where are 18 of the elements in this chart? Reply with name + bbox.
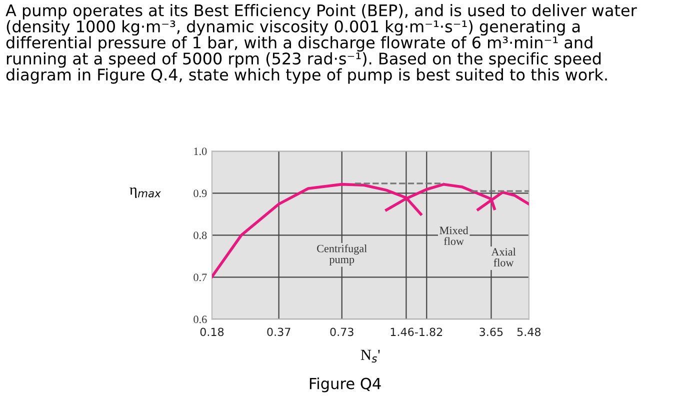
annotation: Mixed flow — [440, 226, 468, 246]
caption: Figure Q4 — [310, 377, 381, 392]
chart-title: A pump operates at its Best Efficiency Point (BEP), and is used to deliver water (density 1000 kg·m⁻³, dynamic viscosity 0.001 kg·m⁻¹·s⁻¹) generating a differential pressure of 1 bar, with a discharge flowrate of 6 m³·min⁻¹ and running at a speed of 5000 rpm (523 rad·s⁻¹). Based on the specific speed diagram in Figure Q.4, state which type of pump is best suited to this work. — [6, 4, 637, 84]
y-axis-title: η$_{max}$ — [130, 187, 161, 198]
annotation: Centrifugal pump — [317, 244, 367, 266]
x-tick-label: 0.37 — [267, 328, 290, 336]
x-axis-title: N$_{s}$' — [360, 350, 380, 363]
y-tick-label: 0.9 — [194, 190, 207, 198]
y-tick-label: 0.6 — [194, 316, 207, 324]
x-tick-label: 0.18 — [200, 328, 224, 336]
annotation: Axial flow — [491, 248, 516, 266]
y-tick-label: 1.0 — [194, 148, 207, 156]
x-tick-label: 3.65 — [480, 328, 503, 336]
x-tick-label: 0.73 — [330, 328, 354, 336]
x-tick-label: 1.46-1.82 — [390, 328, 442, 336]
x-tick-label: 5.48 — [517, 328, 541, 336]
y-tick-label: 0.7 — [194, 274, 207, 282]
y-tick-label: 0.8 — [194, 232, 207, 240]
